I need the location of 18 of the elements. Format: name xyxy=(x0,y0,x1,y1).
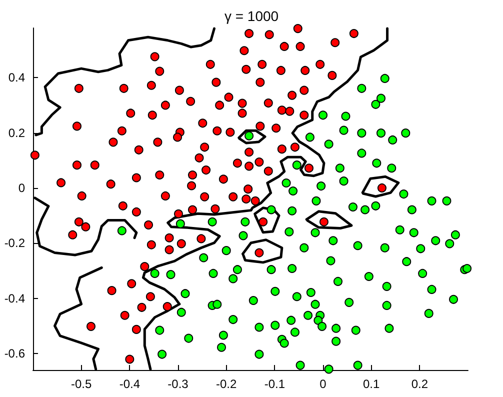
y-tick-label: -0.4 xyxy=(4,291,26,306)
y-tick-label: -0.2 xyxy=(4,236,26,250)
x-tick-label: -0.4 xyxy=(119,377,140,391)
chart-title: γ = 1000 xyxy=(224,8,279,24)
x-tick-label: 0.2 xyxy=(411,377,428,391)
x-tick-label: 0.1 xyxy=(362,377,380,391)
x-tick-label: -0.2 xyxy=(216,377,237,391)
x-tick-label: -0.1 xyxy=(264,377,286,391)
y-tick-label: 0.4 xyxy=(8,70,26,85)
line-series xyxy=(254,206,280,234)
y-tick-label: -0.6 xyxy=(4,346,26,360)
x-tick-label: 0 xyxy=(320,377,327,391)
y-tick-label: 0 xyxy=(18,180,26,195)
y-tick-label: 0.2 xyxy=(8,126,26,140)
line-series xyxy=(242,238,284,264)
line-series xyxy=(361,175,400,198)
x-tick-label: -0.5 xyxy=(70,377,92,391)
x-tick-label: -0.3 xyxy=(168,377,189,391)
